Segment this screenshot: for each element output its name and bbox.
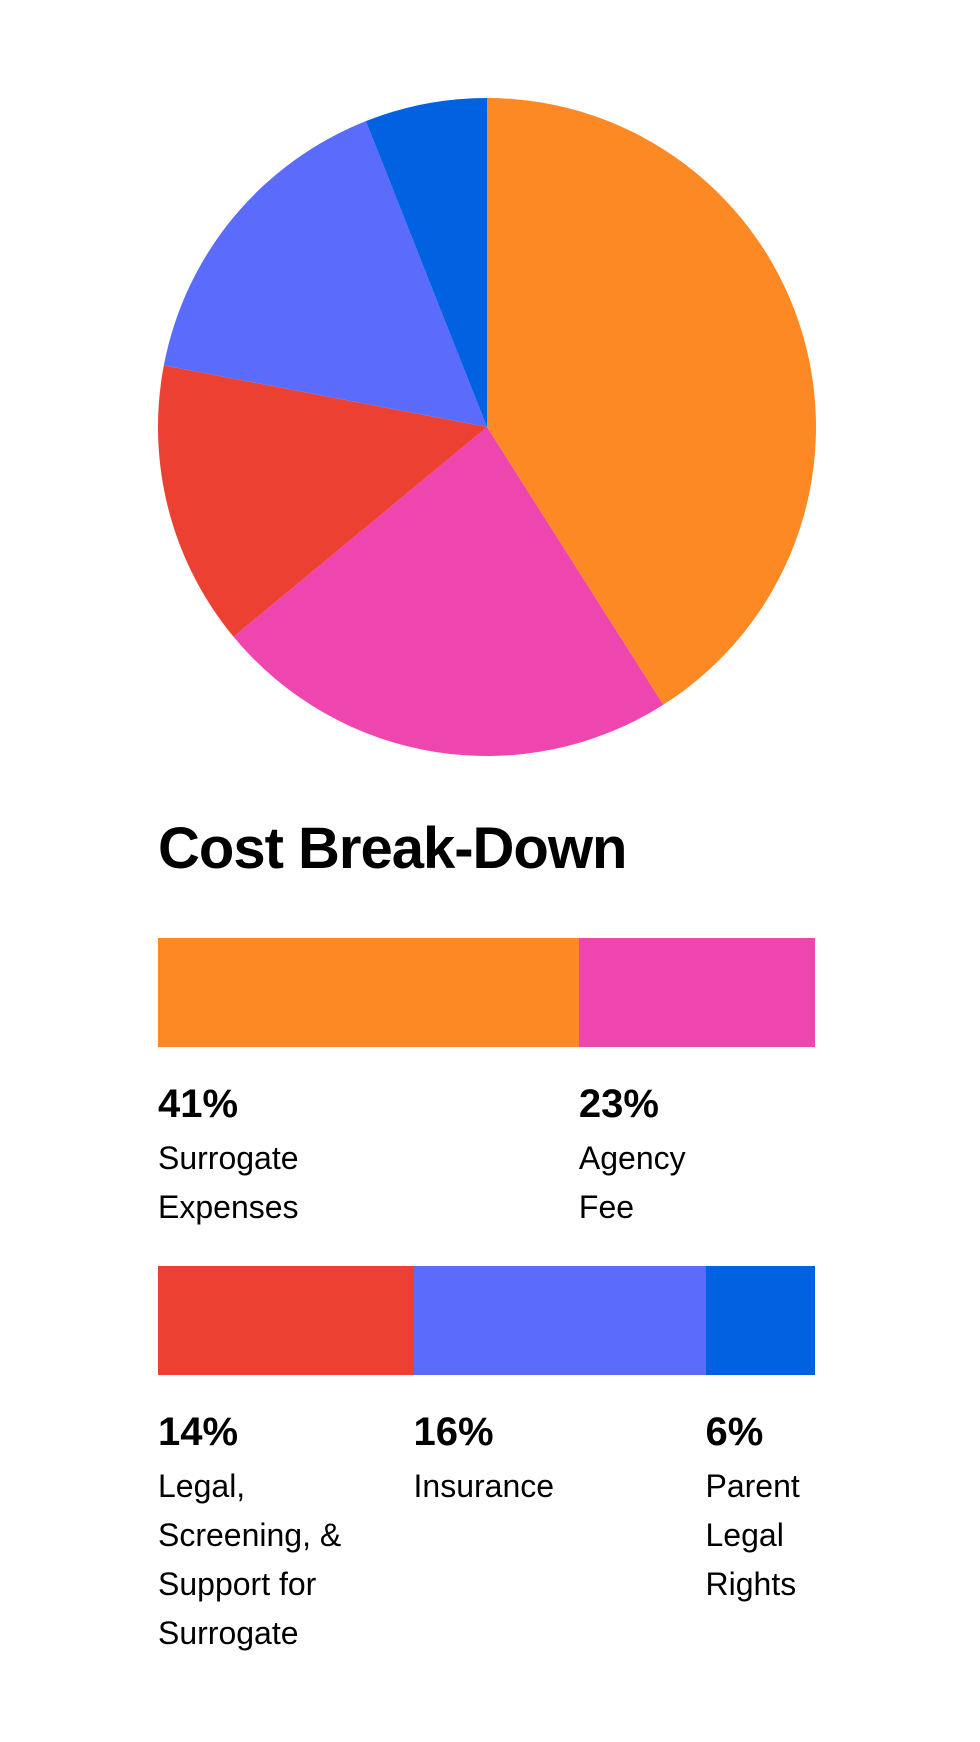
value-label: 6% [705,1410,764,1454]
category-label: Legal, Screening, & Support for Surrogat… [158,1468,342,1651]
value-label: 41% [158,1082,239,1126]
chart-title: Cost Break-Down [158,816,627,881]
pie-slice [487,98,816,705]
pie-slice [365,98,487,427]
pie-chart [158,98,816,756]
value-label: 16% [413,1410,494,1454]
bar-segment [413,1266,706,1375]
category-label: Agency Fee [578,1140,686,1225]
value-label: 23% [578,1082,659,1126]
category-label: Surrogate Expenses [158,1140,299,1225]
value-label: 14% [158,1410,239,1454]
bar-segment [705,1266,815,1375]
category-label: Parent Legal Rights [705,1468,800,1602]
bar-segment [578,938,815,1047]
bar-segment [158,1266,414,1375]
category-label: Insurance [413,1468,555,1504]
bar-segment [158,938,579,1047]
pie-slice [158,365,488,637]
pie-slice [233,427,664,756]
pie-slice [163,121,487,427]
